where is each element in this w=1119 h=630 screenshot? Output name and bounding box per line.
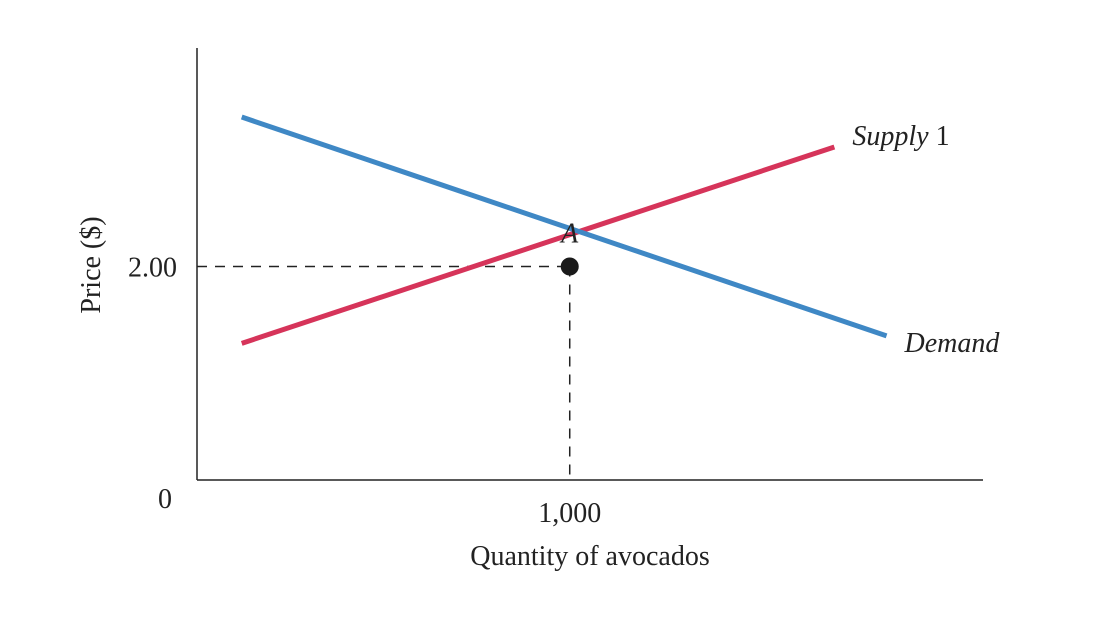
- demand-label-italic: Demand: [904, 328, 1001, 359]
- supply-label-italic: Supply: [852, 121, 929, 152]
- x-tick-label-quantity: 1,000: [538, 498, 601, 529]
- x-axis-title: Quantity of avocados: [470, 541, 710, 572]
- y-tick-label-price: 2.00: [128, 253, 177, 284]
- y-tick-label-zero: 0: [158, 484, 172, 515]
- y-axis-title: Price ($): [76, 216, 107, 313]
- supply-label-suffix: 1: [929, 121, 950, 152]
- demand-series-label: Demand: [904, 328, 1001, 359]
- equilibrium-point: [560, 257, 579, 276]
- equilibrium-label: A: [559, 219, 579, 250]
- supply-line: [240, 144, 836, 346]
- demand-line: [240, 114, 888, 339]
- supply-series-label: Supply 1: [852, 121, 949, 152]
